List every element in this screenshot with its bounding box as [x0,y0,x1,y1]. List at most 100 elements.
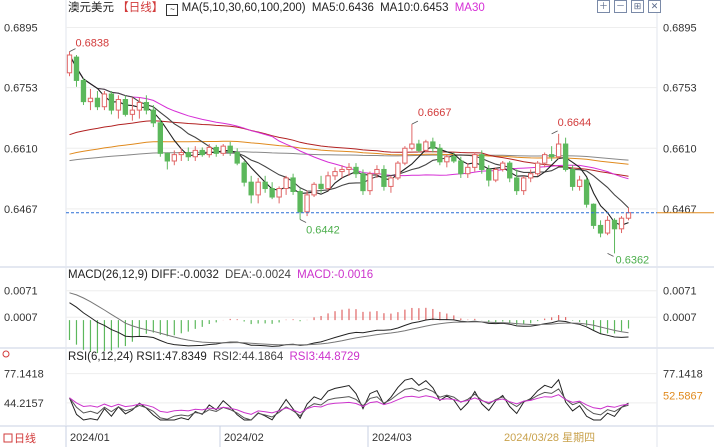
macd-ytick-left: 0.0007 [4,312,38,324]
price-ytick-left: 0.6467 [4,204,38,216]
price-ytick-right: 0.6610 [663,143,697,155]
rsi-ytick-left: 77.1418 [4,369,44,381]
rsi1-value: RSI1:47.8349 [136,351,207,363]
candle-up [101,93,108,108]
candle-down [569,168,576,187]
macd-dif-line [69,302,629,347]
candle-up [115,99,122,111]
candle-down [248,181,254,196]
ma-icon: ~ [166,4,179,16]
annotation-pointer [607,253,614,257]
candle-up [129,109,136,115]
indicator-settings-icon [2,350,10,358]
ma-params-label: MA(5,10,30,60,100,200) [181,2,306,14]
candle-down [597,224,604,234]
macd-dea-value: DEA:-0.0024 [225,269,291,281]
candle-down [514,177,520,192]
candle-up [555,143,562,158]
candle-down [199,149,205,156]
rsi1-line [69,377,629,421]
candle-down [318,183,324,190]
candle-up [192,149,198,158]
candle-down [562,143,569,170]
candle-up [402,147,408,164]
zoom-out-icon[interactable]: － [614,0,627,13]
candle-down [437,147,443,163]
annotation-high: 0.6667 [418,107,452,119]
candle-up [528,173,534,179]
ma5-line [69,54,629,226]
annotation-pointer [69,48,76,52]
candle-up [311,183,317,196]
rsi-title: RSI(6,12,24) [68,351,134,363]
candle-up [388,177,394,187]
candle-up [535,162,541,175]
candle-down [290,177,296,193]
macd-title: MACD(26,12,9) [68,269,148,281]
period-label[interactable]: 【日线】 [117,2,164,14]
candle-up [346,166,352,170]
candle-up [465,166,471,175]
candle-down [451,156,457,162]
grid-icon[interactable]: ⊞ [631,0,644,13]
candle-up [395,162,401,179]
candle-down [108,93,115,111]
candle-down [73,56,80,81]
chart-header: 澳元美元 【日线】 ~ MA(5,10,30,60,100,200) MA5:0… [68,1,485,16]
candle-down [507,162,513,179]
ma10-value: MA10:0.6453 [380,2,449,14]
rsi-header: RSI(6,12,24) RSI1:47.8349 RSI2:44.1864 R… [68,350,360,364]
candle-down [360,173,366,192]
annotation-low: 0.6442 [306,224,340,236]
candle-down [479,154,485,170]
annotation-high: 0.6644 [558,117,592,129]
candle-up [493,168,499,181]
candle-up [87,97,94,103]
candle-down [157,122,163,154]
rsi2-line [69,387,629,421]
candle-up [339,168,345,173]
zoom-in-icon[interactable]: ＋ [597,0,610,13]
candle-up [500,162,506,170]
macd-hist-value: MACD:-0.0016 [297,269,374,281]
candle-down [143,101,150,111]
candle-up [576,179,583,187]
macd-dif-value: DIFF:-0.0032 [151,269,219,281]
ma5-value: MA5:0.6436 [311,2,374,14]
candle-up [604,219,611,234]
current-date-label: 2024/03/28 星期四 [504,431,595,444]
candle-down [122,99,129,115]
candle-down [269,188,275,198]
annotation-pointer [299,219,307,223]
annotation-pointer [551,130,558,135]
candle-up [472,154,478,168]
candle-down [94,97,101,108]
candle-up [423,141,429,151]
candle-down [227,145,233,154]
candle-up [178,152,184,156]
candle-down [458,160,464,175]
candle-up [625,212,632,219]
candle-up [541,154,548,164]
candle-up [367,173,373,192]
candle-down [590,203,597,226]
candle-down [297,191,303,213]
annotation-pointer [411,120,419,125]
candle-down [381,168,387,187]
candle-up [409,143,415,149]
price-ytick-left: 0.6753 [4,83,38,95]
candle-down [611,219,618,230]
kline-period-label: 日线 [14,431,36,445]
candle-down [150,109,157,124]
close-icon[interactable]: ✕ [648,0,661,13]
candle-up [136,101,143,111]
rsi2-value: RSI2:44.1864 [212,351,284,363]
rsi-ytick-left: 44.2157 [4,398,44,410]
candle-down [430,141,436,149]
candle-up [283,177,289,190]
price-ytick-right: 0.6753 [663,83,697,95]
candle-down [353,166,359,175]
price-ytick-left: 0.6610 [4,143,38,155]
